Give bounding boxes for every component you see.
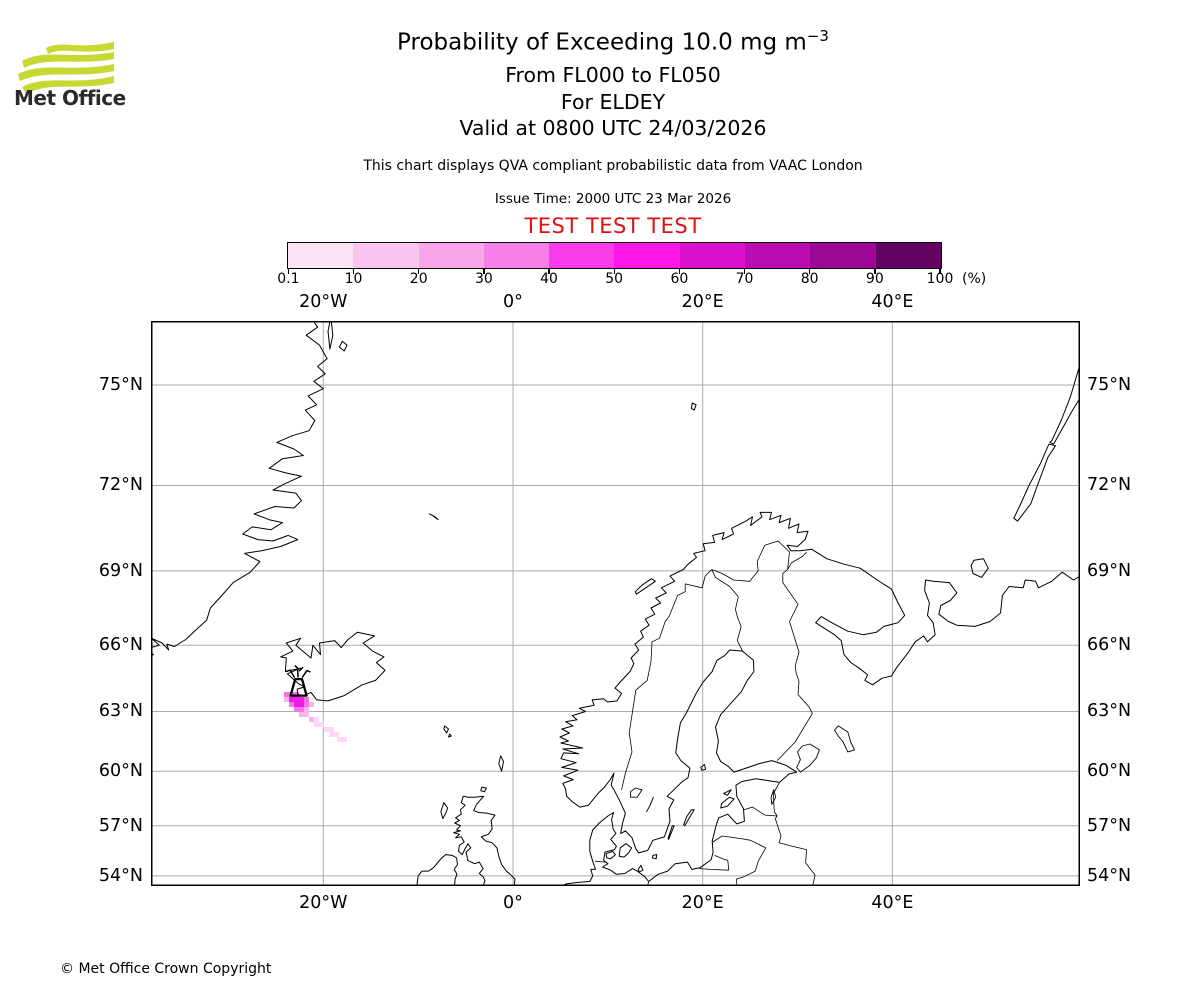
colorbar-tick-label: 60 xyxy=(670,271,689,287)
colorbar-tick xyxy=(483,268,485,274)
colorbar-segment-20-30 xyxy=(418,243,484,268)
colorbar-tick xyxy=(874,268,876,274)
met-office-logo xyxy=(18,42,114,94)
colorbar-segment-70-80 xyxy=(745,243,811,268)
colorbar-tick-label: 90 xyxy=(865,271,884,287)
lat-label-left: 69°N xyxy=(98,560,143,581)
lat-label-right: 69°N xyxy=(1087,560,1132,581)
lat-label-right: 60°N xyxy=(1087,761,1132,782)
lat-label-right: 75°N xyxy=(1087,375,1132,395)
title-exponent: −3 xyxy=(806,27,829,45)
lat-label-left: 54°N xyxy=(98,865,143,886)
colorbar-tick xyxy=(613,268,615,274)
colorbar-tick xyxy=(678,268,681,274)
lat-label-left: 75°N xyxy=(98,375,143,395)
colorbar-tick-label: 30 xyxy=(474,271,493,287)
lon-label-top: 40°E xyxy=(871,292,914,312)
lat-label-left: 57°N xyxy=(98,815,143,836)
lat-label-right: 72°N xyxy=(1087,475,1132,496)
colorbar-tick xyxy=(808,268,811,274)
colorbar-tick-label: 70 xyxy=(735,271,754,287)
lat-label-right: 57°N xyxy=(1087,815,1132,836)
colorbar-segment-60-70 xyxy=(679,243,746,268)
lon-label-bottom: 40°E xyxy=(871,893,914,913)
colorbar-tick xyxy=(418,268,420,274)
grid-lines xyxy=(151,321,1080,886)
colorbar-tick xyxy=(939,268,941,274)
colorbar-tick-label: 0.1 xyxy=(277,271,300,287)
lat-label-right: 63°N xyxy=(1087,701,1132,722)
lon-label-bottom: 20°E xyxy=(681,893,724,913)
lon-label-top: 20°E xyxy=(681,292,724,312)
lat-label-left: 60°N xyxy=(98,761,143,782)
colorbar-segment-90-100 xyxy=(875,243,941,268)
subtitle-volcano: For ELDEY xyxy=(560,90,666,114)
colorbar-unit: (%) xyxy=(962,271,987,287)
colorbar-tick xyxy=(287,268,290,274)
coastlines xyxy=(151,321,1080,886)
colorbar-segment-0.1-10 xyxy=(288,243,354,268)
met-office-logo-text: Met Office xyxy=(14,86,126,110)
colorbar-tick-label: 20 xyxy=(409,271,428,287)
issue-time: Issue Time: 2000 UTC 23 Mar 2026 xyxy=(494,191,732,207)
colorbar-segment-50-60 xyxy=(614,243,680,268)
lat-label-right: 66°N xyxy=(1087,635,1132,656)
lon-label-top: 20°W xyxy=(299,292,348,312)
colorbar-segment-10-20 xyxy=(353,243,419,268)
subtitle-valid-time: Valid at 0800 UTC 24/03/2026 xyxy=(459,116,767,140)
probability-colorbar xyxy=(287,242,942,269)
lat-label-left: 72°N xyxy=(98,475,143,496)
colorbar-segment-40-50 xyxy=(549,243,615,268)
colorbar-tick-label: 10 xyxy=(344,271,363,287)
map-border xyxy=(151,321,1080,886)
copyright-notice: © Met Office Crown Copyright xyxy=(60,961,272,977)
country-borders xyxy=(594,540,816,886)
page-title: Probability of Exceeding 10.0 mg m−3 xyxy=(397,27,829,56)
colorbar-tick xyxy=(548,268,550,274)
lon-label-bottom: 0° xyxy=(503,893,523,913)
lat-label-left: 66°N xyxy=(98,635,143,656)
colorbar-tick-label: 50 xyxy=(605,271,624,287)
colorbar-segment-80-90 xyxy=(810,243,876,268)
test-banner: TEST TEST TEST xyxy=(524,214,702,238)
qva-note: This chart displays QVA compliant probab… xyxy=(363,158,863,174)
ash-probability-plume xyxy=(284,692,347,742)
colorbar-tick-label: 100 xyxy=(926,271,954,287)
lat-label-left: 63°N xyxy=(98,701,143,722)
lon-label-top: 0° xyxy=(503,292,523,312)
logo-waves-icon xyxy=(18,42,114,94)
map-canvas xyxy=(151,321,1080,886)
colorbar-segment-30-40 xyxy=(483,243,550,268)
lon-label-bottom: 20°W xyxy=(299,893,348,913)
subtitle-flight-levels: From FL000 to FL050 xyxy=(505,63,721,87)
colorbar-tick-label: 40 xyxy=(540,271,558,287)
colorbar-tick-label: 80 xyxy=(800,271,819,287)
lakes xyxy=(630,725,855,813)
colorbar-tick xyxy=(352,268,355,274)
colorbar-tick xyxy=(743,268,746,274)
lat-label-right: 54°N xyxy=(1087,865,1132,886)
volcano-eruption-symbol xyxy=(285,665,311,697)
